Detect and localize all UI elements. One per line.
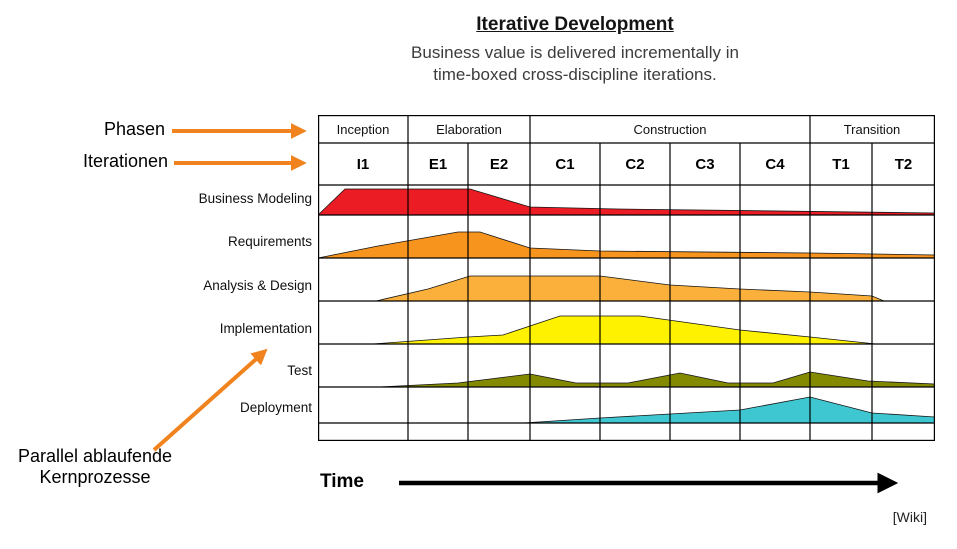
row-label-deployment: Deployment: [239, 400, 312, 415]
parallel-processes-arrow: [152, 348, 268, 452]
attribution: [Wiki]: [892, 509, 927, 525]
iteration-label-i1: I1: [357, 156, 370, 173]
effort-hump-implementation: [372, 315, 877, 345]
phase-label-construction: Construction: [634, 122, 707, 137]
row-label-analysis-design: Analysis & Design: [203, 278, 312, 293]
parallel-annotation-line-1: Parallel ablaufende: [17, 446, 173, 466]
row-label-implementation: Implementation: [219, 321, 312, 336]
row-label-business-modeling: Business Modeling: [198, 191, 312, 206]
chart-labels: Inception Elaboration Construction Trans…: [337, 122, 913, 173]
row-label-test: Test: [287, 363, 312, 378]
effort-hump-deployment: [522, 396, 935, 424]
iteration-label-e1: E1: [429, 156, 447, 173]
phases-arrow: [172, 123, 307, 139]
phases-annotation-label: Phasen: [103, 119, 165, 139]
iteration-label-c3: C3: [695, 156, 714, 173]
phase-label-transition: Transition: [844, 122, 901, 137]
iteration-label-c4: C4: [765, 156, 785, 173]
time-axis-label: Time: [320, 471, 365, 492]
page-title: Iterative Development: [476, 14, 674, 35]
chart-border: [318, 115, 935, 441]
subtitle-line-2: time-boxed cross-discipline iterations.: [433, 65, 717, 85]
effort-humps: [318, 188, 935, 424]
parallel-annotation-line-2: Kernprozesse: [39, 466, 151, 487]
iteration-label-e2: E2: [490, 156, 508, 173]
effort-hump-analysis-design: [375, 275, 885, 302]
effort-hump-test: [377, 371, 935, 388]
iteration-label-c2: C2: [625, 156, 644, 173]
effort-hump-business-modeling: [318, 188, 935, 216]
time-axis-arrow: [399, 472, 899, 494]
phase-label-elaboration: Elaboration: [436, 122, 502, 137]
parallel-arrow-line: [152, 348, 268, 452]
phase-label-inception: Inception: [337, 122, 390, 137]
subtitle-line-1: Business value is delivered incrementall…: [411, 43, 739, 62]
iteration-label-t1: T1: [832, 156, 850, 173]
iteration-label-t2: T2: [895, 156, 913, 173]
parallel-processes-annotation: Parallel ablaufende Kernprozesse: [0, 446, 190, 487]
row-label-requirements: Requirements: [227, 234, 312, 249]
iterations-arrow: [174, 155, 307, 171]
iterations-annotation-label: Iterationen: [82, 151, 168, 171]
effort-hump-requirements: [318, 231, 935, 259]
chart-grid: [318, 115, 935, 441]
iteration-label-c1: C1: [555, 156, 574, 173]
header: Iterative Development Business value is …: [295, 14, 855, 87]
iteration-effort-chart: Inception Elaboration Construction Trans…: [318, 115, 935, 441]
